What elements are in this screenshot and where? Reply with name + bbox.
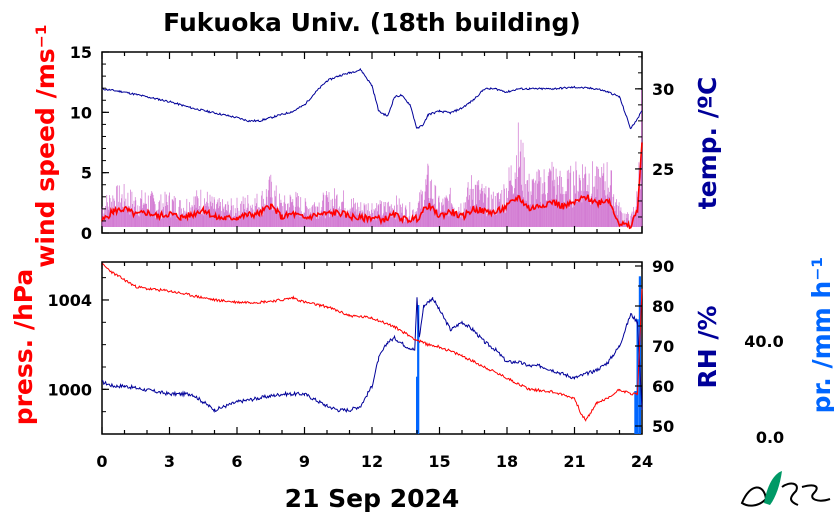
chart-title: Fukuoka Univ. (18th building) [163, 8, 581, 37]
precip-bar [638, 276, 641, 434]
x-tick-label: 18 [496, 452, 518, 471]
x-tick-label: 9 [299, 452, 310, 471]
temp-tick-label: 30 [652, 80, 674, 99]
x-tick-label: 3 [164, 452, 175, 471]
rh-tick-label: 60 [652, 377, 674, 396]
rh-tick-label: 70 [652, 337, 674, 356]
x-tick-label: 21 [563, 452, 585, 471]
wind-tick-label: 5 [81, 164, 92, 183]
precip-bar [417, 305, 420, 434]
x-tick-label: 6 [231, 452, 242, 471]
precip-tick-label: 40.0 [744, 332, 783, 351]
precipitation-series [416, 276, 641, 434]
precip-axis-label: pr. /mm h⁻¹ [807, 257, 834, 414]
axes: 0 3 6 9 12 15 18 21 24 0 5 10 15 25 30 1000 1004 50 60 70 80… [47, 43, 784, 471]
rh-tick-label: 90 [652, 257, 674, 276]
pressure-line [101, 263, 643, 422]
wind-tick-label: 15 [70, 43, 92, 62]
rh-axis-label: RH /% [693, 305, 722, 388]
pressure-series [101, 263, 643, 422]
humidity-series [101, 297, 643, 413]
x-tick-label: 0 [96, 452, 107, 471]
bottom-panel-frame [101, 261, 643, 435]
temp-tick-label: 25 [652, 160, 674, 179]
x-tick-label: 24 [631, 452, 653, 471]
wind-tick-label: 0 [81, 224, 92, 243]
pressure-tick-label: 1004 [47, 291, 92, 310]
temperature-line [101, 67, 642, 130]
institution-logo [740, 471, 831, 507]
wind-tick-label: 10 [70, 103, 92, 122]
wind-speed-series [101, 142, 643, 230]
x-tick-label: 15 [428, 452, 450, 471]
precip-tick-label: 0.0 [756, 428, 784, 447]
date-label: 21 Sep 2024 [285, 484, 460, 513]
pressure-axis-label: press. /hPa [9, 269, 38, 426]
humidity-line [101, 297, 643, 413]
wind-speed-line [101, 142, 643, 230]
rh-tick-label: 50 [652, 417, 674, 436]
pressure-tick-label: 1000 [47, 380, 92, 399]
temp-axis-label: temp. /ºC [693, 77, 722, 210]
temperature-series [101, 67, 642, 130]
precip-bar [634, 391, 637, 434]
x-tick-label: 12 [361, 452, 383, 471]
wind-axis-label: wind speed /ms⁻¹ [31, 24, 60, 268]
rh-tick-label: 80 [652, 297, 674, 316]
precip-bar [636, 319, 639, 434]
